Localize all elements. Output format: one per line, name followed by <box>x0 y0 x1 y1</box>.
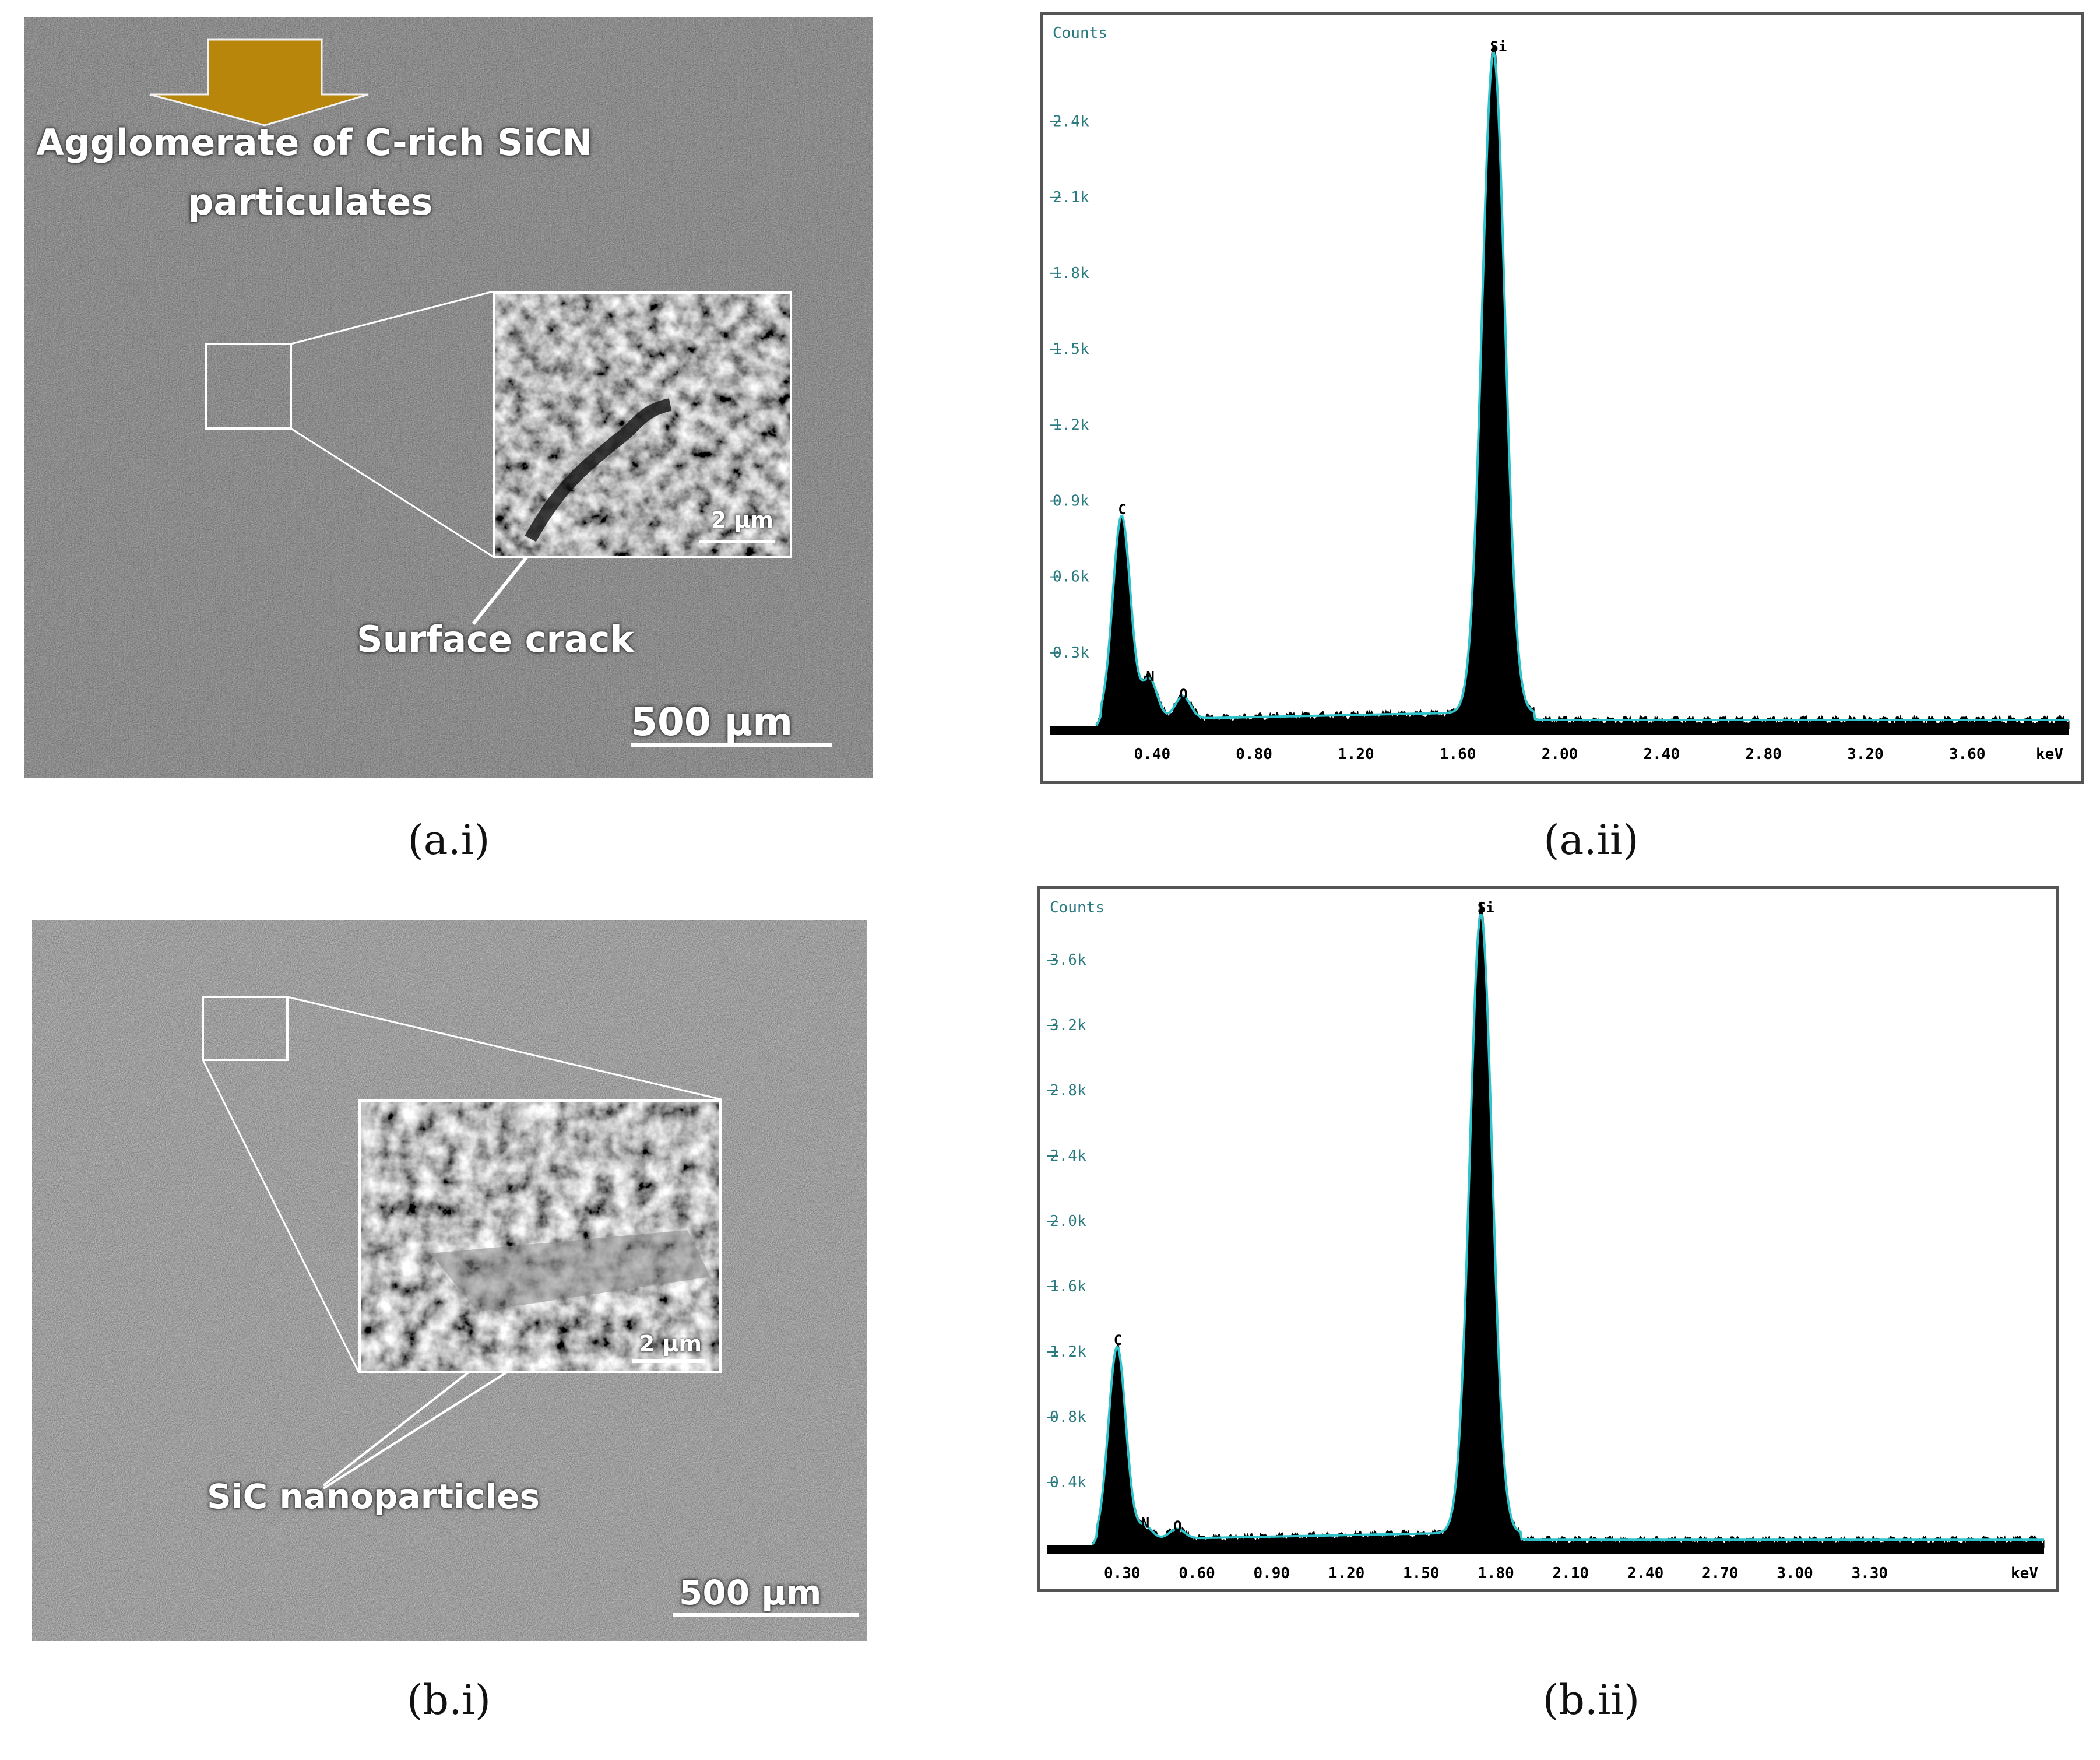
x-tick-label: 1.80 <box>1478 1565 1514 1582</box>
inset-texture-a-i <box>495 294 790 556</box>
peak-label-si: Si <box>1490 38 1507 55</box>
x-tick-label: 1.50 <box>1403 1565 1440 1582</box>
x-tick-label: 2.70 <box>1702 1565 1739 1582</box>
peak-label-c: C <box>1118 501 1126 518</box>
x-tick-label: 3.00 <box>1777 1565 1813 1582</box>
y-axis-label: Counts <box>1050 899 1104 916</box>
peak-label-n: N <box>1146 669 1154 685</box>
scale-bar <box>631 743 832 747</box>
sic-nanoparticles-label: SiC nanoparticles <box>207 1477 540 1516</box>
agglomerate-label: Agglomerate of C-rich SiCN <box>36 121 593 164</box>
surface-crack-label: Surface crack <box>357 618 634 661</box>
caption-a-i: (a.i) <box>407 816 490 864</box>
sem-image-b-i: 2 μm SiC nanoparticles 500 μm <box>32 920 867 1641</box>
scale-label: 500 μm <box>679 1573 822 1613</box>
selection-box <box>205 343 292 430</box>
peak-label-o: O <box>1179 686 1187 702</box>
x-tick-label: 3.30 <box>1851 1565 1888 1582</box>
down-arrow-icon <box>149 38 369 127</box>
eds-chart-b-ii: Counts 0.4k 0.8k 1.2k 1.6k 2.0k 2.4k 2.8k 3.2k 3.… <box>1037 886 2059 1592</box>
scale-bar <box>673 1613 859 1617</box>
caption-a-ii: (a.ii) <box>1543 816 1639 864</box>
baseline <box>1047 1545 2044 1554</box>
x-tick-label: 1.60 <box>1440 746 1476 763</box>
inset-scale-label: 2 μm <box>710 507 773 533</box>
spectrum-fit-line <box>1095 51 2069 726</box>
x-tick-label: 1.20 <box>1338 746 1374 763</box>
scale-label: 500 μm <box>631 700 793 744</box>
inset-zoom-a-i: 2 μm <box>493 291 792 558</box>
eds-chart-a-ii: Counts 0.3k 0.6k 0.9k 1.2k 1.5k 1.8k 2.1k 2.4k C N… <box>1040 12 2084 784</box>
sem-image-a-i: Agglomerate of C-rich SiCN particulates … <box>24 17 873 778</box>
caption-b-i: (b.i) <box>406 1676 491 1724</box>
peak-label-o: O <box>1173 1518 1181 1534</box>
baseline <box>1050 726 2069 735</box>
spectrum-area <box>1092 901 2045 1548</box>
y-axis-label: Counts <box>1053 24 1107 42</box>
x-tick-label: 3.60 <box>1949 746 1986 763</box>
selection-box <box>202 996 289 1061</box>
inset-texture-b-i <box>361 1102 719 1371</box>
x-tick-label: 0.80 <box>1236 746 1272 763</box>
x-tick-label: 0.40 <box>1134 746 1170 763</box>
x-tick-label: 3.20 <box>1847 746 1884 763</box>
x-tick-label: 0.60 <box>1179 1565 1215 1582</box>
eds-plot-a-ii: Counts0.3k0.6k0.9k1.2k1.5k1.8k2.1k2.4kCN… <box>1050 24 2070 763</box>
x-tick-label: 2.40 <box>1643 746 1680 763</box>
x-tick-label: 2.40 <box>1627 1565 1664 1582</box>
x-tick-label: 0.90 <box>1253 1565 1290 1582</box>
x-axis-label: keV <box>2036 746 2063 763</box>
x-axis-label: keV <box>2011 1565 2038 1582</box>
agglomerate-label-line2: particulates <box>188 181 433 223</box>
peak-label-n: N <box>1141 1515 1149 1531</box>
spectrum-fit-line <box>1091 913 2044 1545</box>
inset-scale-label: 2 μm <box>639 1331 702 1357</box>
x-tick-label: 2.10 <box>1552 1565 1589 1582</box>
x-tick-label: 1.20 <box>1328 1565 1365 1582</box>
eds-plot-b-ii: Counts0.4k0.8k1.2k1.6k2.0k2.4k2.8k3.2k3.… <box>1047 899 2045 1582</box>
x-tick-label: 2.80 <box>1745 746 1782 763</box>
peak-label-c: C <box>1114 1332 1122 1348</box>
spectrum-area <box>1096 45 2070 729</box>
x-tick-label: 2.00 <box>1542 746 1578 763</box>
inset-zoom-b-i: 2 μm <box>358 1099 722 1373</box>
inset-scale-bar <box>699 540 775 543</box>
x-tick-label: 0.30 <box>1104 1565 1141 1582</box>
peak-label-si: Si <box>1478 900 1494 916</box>
caption-b-ii: (b.ii) <box>1542 1676 1640 1724</box>
inset-scale-bar <box>632 1359 705 1363</box>
